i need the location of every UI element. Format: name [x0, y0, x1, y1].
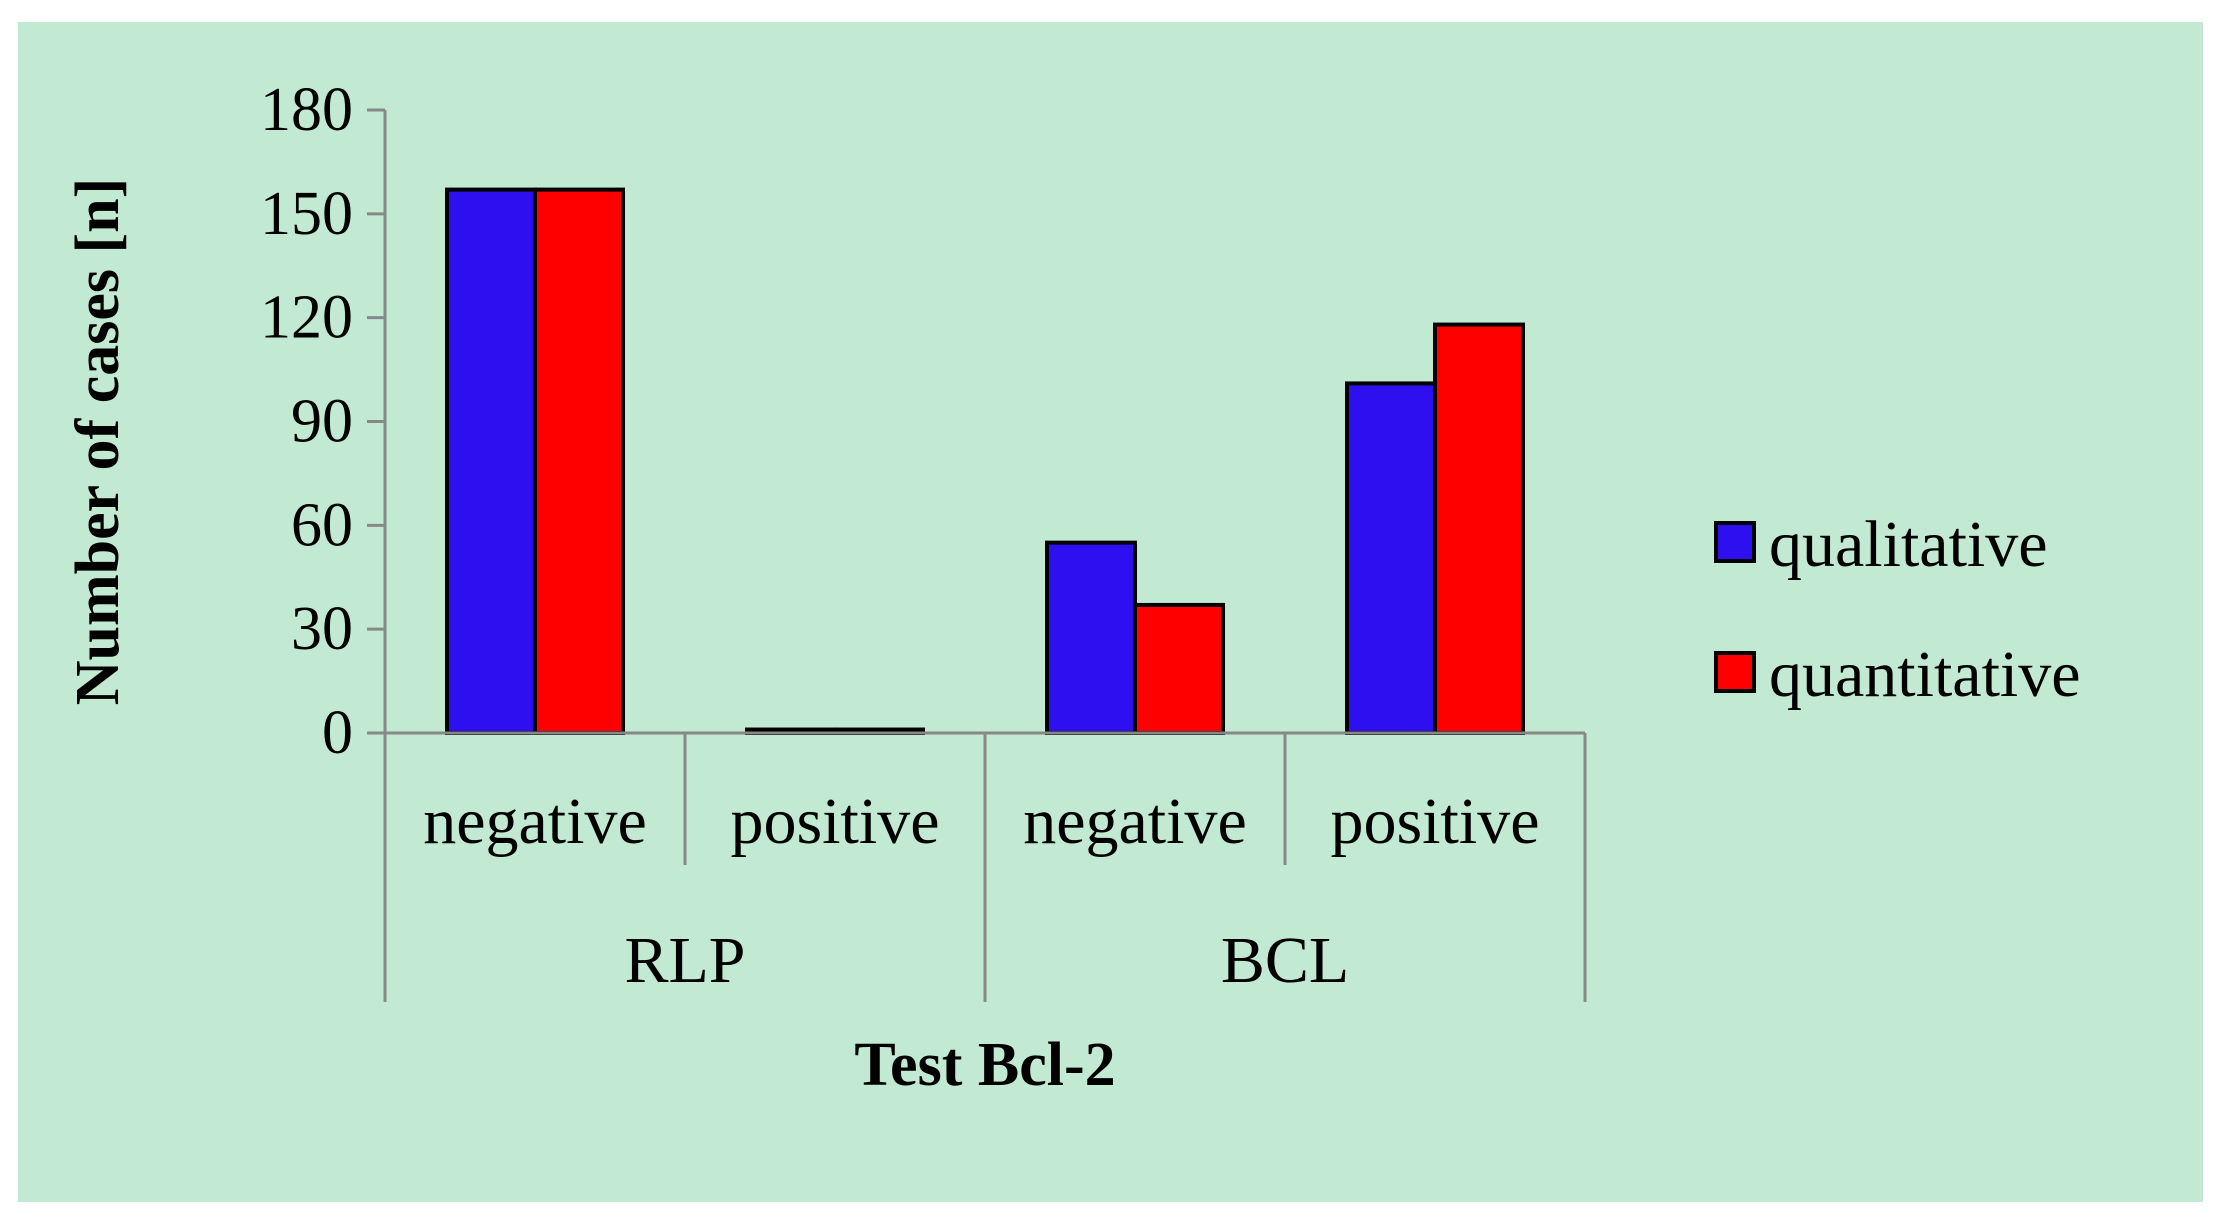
bar-qualitative	[1345, 381, 1437, 735]
y-tick-label: 150	[260, 180, 353, 248]
y-axis-title: Number of cases [n]	[64, 178, 132, 706]
bar-quantitative	[1433, 322, 1525, 735]
x-category-label: positive	[1331, 785, 1540, 858]
bar-qualitative	[1045, 540, 1137, 736]
bar-qualitative	[445, 187, 537, 736]
legend-swatch-quantitative	[1714, 651, 1756, 693]
y-tick-label: 60	[291, 491, 353, 559]
y-tick-label: 180	[260, 76, 353, 144]
y-tick-label: 120	[260, 284, 353, 352]
x-group-label: BCL	[1221, 924, 1349, 997]
y-tick-label: 0	[322, 699, 353, 767]
y-tick-label: 90	[291, 388, 353, 456]
x-category-label: negative	[423, 785, 647, 858]
bar-quantitative	[533, 187, 625, 736]
x-group-label: RLP	[624, 924, 745, 997]
legend-label-qualitative: qualitative	[1769, 508, 2048, 581]
x-category-label: negative	[1023, 785, 1247, 858]
legend-swatch-qualitative	[1714, 521, 1756, 563]
y-tick-label: 30	[291, 595, 353, 663]
bar-quantitative	[1133, 602, 1225, 736]
x-category-label: positive	[731, 785, 940, 858]
legend-label-quantitative: quantitative	[1769, 638, 2081, 711]
x-axis-title: Test Bcl-2	[854, 1031, 1115, 1099]
